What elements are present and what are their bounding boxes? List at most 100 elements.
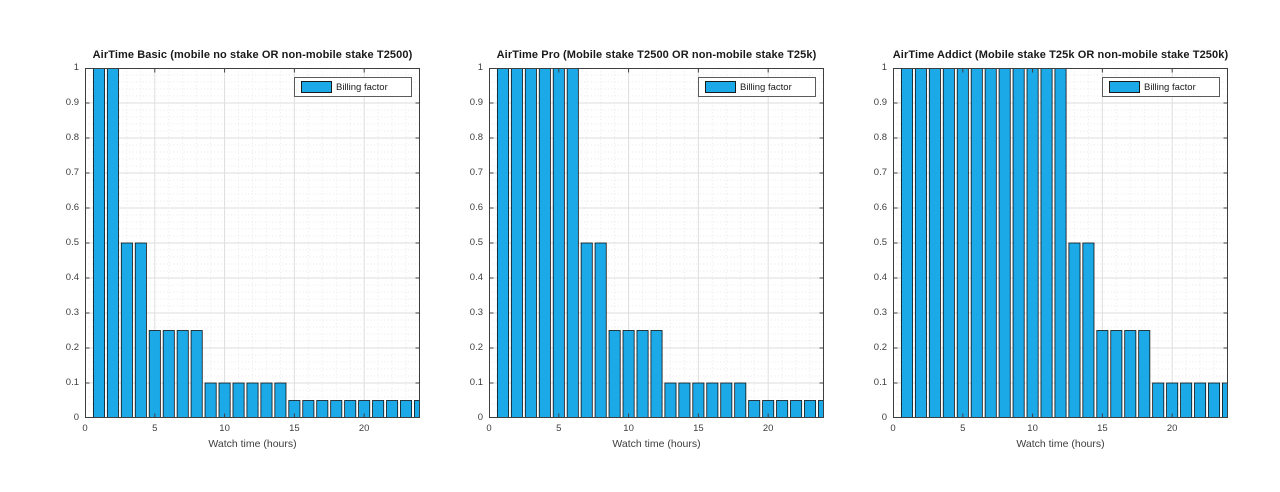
y-tick-label: 0.5: [873, 237, 887, 248]
bar: [386, 400, 399, 418]
legend-swatch-icon: [301, 81, 332, 93]
chart-title: AirTime Pro (Mobile stake T2500 OR non-m…: [496, 49, 817, 61]
bar: [414, 400, 420, 418]
y-tick-label: 0: [477, 412, 483, 423]
bar-plot: [489, 68, 824, 418]
legend: Billing factor: [294, 77, 412, 97]
x-tick-label: 15: [289, 423, 300, 434]
plot-area: Billing factor: [489, 68, 824, 418]
bar: [818, 400, 824, 418]
bar: [344, 400, 357, 418]
y-tick-label: 0.9: [65, 97, 79, 108]
bar: [914, 68, 927, 418]
x-axis-label: Watch time (hours): [612, 438, 701, 450]
bar: [246, 382, 259, 418]
plot-area: Billing factor: [85, 68, 420, 418]
bar: [372, 400, 385, 418]
bar-plot: [893, 68, 1228, 418]
bar: [1194, 382, 1207, 418]
bar: [1068, 242, 1081, 418]
y-tick-label: 0.4: [873, 272, 887, 283]
x-tick-label: 10: [219, 423, 230, 434]
bar: [1026, 68, 1039, 418]
bar: [552, 68, 565, 418]
bar: [566, 68, 579, 418]
bar: [998, 68, 1011, 418]
y-tick-label: 0.6: [65, 202, 79, 213]
y-tick-label: 0.3: [469, 307, 483, 318]
bar: [134, 242, 147, 418]
bar: [120, 242, 133, 418]
y-tick-label: 0.3: [65, 307, 79, 318]
y-tick-label: 0.8: [873, 132, 887, 143]
bar: [538, 68, 551, 418]
bar: [762, 400, 775, 418]
x-axis-label: Watch time (hours): [1016, 438, 1105, 450]
bar: [734, 382, 747, 418]
x-tick-label: 5: [960, 423, 966, 434]
y-tick-label: 1: [477, 62, 483, 73]
bar: [900, 68, 913, 418]
legend-swatch-icon: [705, 81, 736, 93]
x-tick-label: 5: [556, 423, 562, 434]
bar: [1054, 68, 1067, 418]
bar: [1180, 382, 1193, 418]
x-tick-label: 0: [890, 423, 896, 434]
bar: [776, 400, 789, 418]
bar: [790, 400, 803, 418]
y-tick-label: 0.5: [65, 237, 79, 248]
y-tick-label: 0: [73, 412, 79, 423]
bar: [942, 68, 955, 418]
bar: [162, 330, 175, 418]
y-tick-label: 0.1: [873, 377, 887, 388]
bar: [692, 382, 705, 418]
bar: [1040, 68, 1053, 418]
y-tick-label: 0.8: [65, 132, 79, 143]
bar: [232, 382, 245, 418]
y-tick-label: 0.2: [65, 342, 79, 353]
bar: [928, 68, 941, 418]
bar: [524, 68, 537, 418]
bar: [594, 242, 607, 418]
bar: [260, 382, 273, 418]
y-tick-label: 1: [881, 62, 887, 73]
x-tick-label: 10: [623, 423, 634, 434]
bar: [204, 382, 217, 418]
bar: [608, 330, 621, 418]
bar: [1208, 382, 1221, 418]
bar: [1012, 68, 1025, 418]
bar: [622, 330, 635, 418]
y-tick-label: 0.7: [469, 167, 483, 178]
legend-label: Billing factor: [336, 81, 388, 93]
bar: [1096, 330, 1109, 418]
x-tick-label: 20: [762, 423, 774, 434]
bar: [748, 400, 761, 418]
bar: [1166, 382, 1179, 418]
x-tick-label: 15: [693, 423, 704, 434]
bar: [1082, 242, 1095, 418]
y-tick-label: 0.9: [873, 97, 887, 108]
y-tick-label: 0.6: [873, 202, 887, 213]
bar: [720, 382, 733, 418]
chart-airtime-pro: AirTime Pro (Mobile stake T2500 OR non-m…: [470, 0, 824, 492]
bar: [650, 330, 663, 418]
bar-plot: [85, 68, 420, 418]
bar: [400, 400, 413, 418]
chart-title: AirTime Addict (Mobile stake T25k OR non…: [892, 49, 1229, 61]
bar: [176, 330, 189, 418]
bar: [804, 400, 817, 418]
bar: [664, 382, 677, 418]
bar: [678, 382, 691, 418]
bar: [330, 400, 343, 418]
bar: [496, 68, 509, 418]
chart-airtime-addict: AirTime Addict (Mobile stake T25k OR non…: [874, 0, 1228, 492]
y-tick-label: 0.3: [873, 307, 887, 318]
bar: [1152, 382, 1165, 418]
bar: [956, 68, 969, 418]
bar: [316, 400, 329, 418]
y-tick-label: 0.1: [469, 377, 483, 388]
bar: [218, 382, 231, 418]
bar: [706, 382, 719, 418]
legend: Billing factor: [698, 77, 816, 97]
